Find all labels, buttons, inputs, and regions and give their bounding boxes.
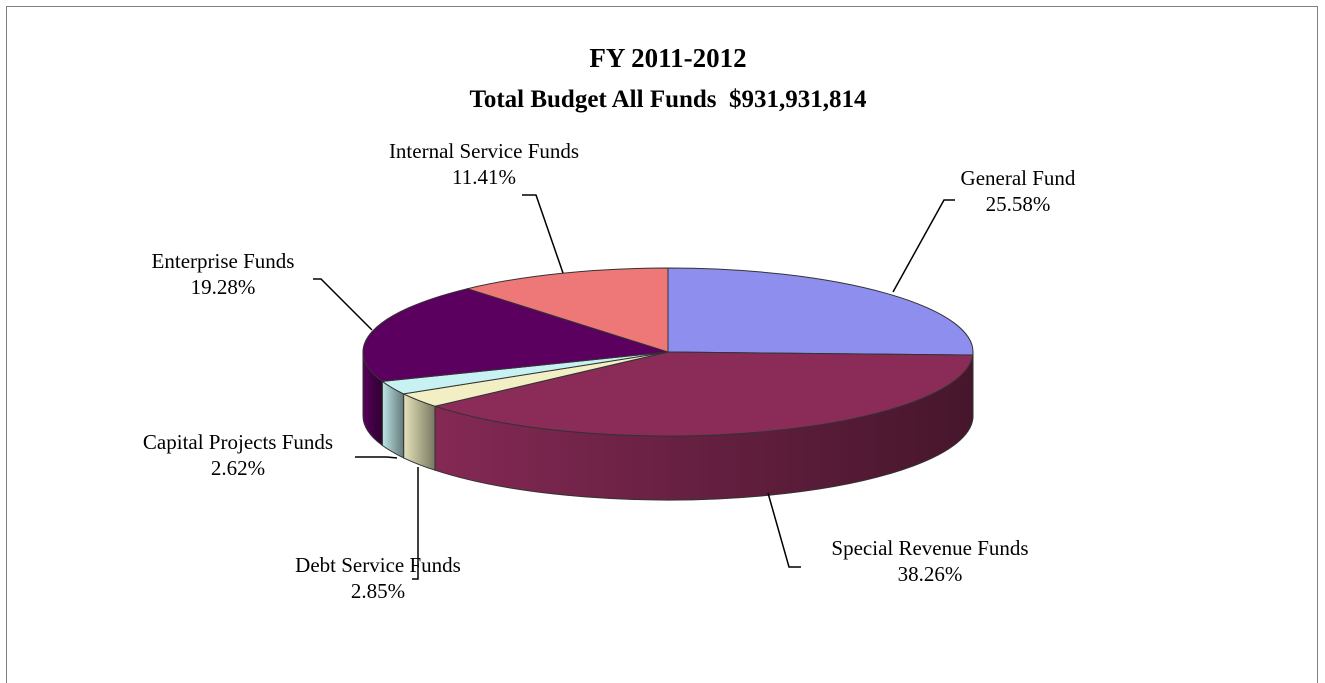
leader-enterprise-funds [313, 278, 373, 331]
leader-debt-service-funds [412, 467, 419, 580]
slice-special-revenue-funds [433, 351, 974, 437]
leader-general-fund [892, 199, 955, 293]
leader-lines [313, 194, 955, 580]
pie-sides [362, 351, 974, 501]
label-enterprise-funds: Enterprise Funds [152, 249, 295, 273]
pie-tops [362, 267, 974, 437]
chart-subtitle: Total Budget All Funds $931,931,814 [469, 86, 867, 113]
leader-special-revenue-funds [767, 492, 801, 568]
slice-side-debt-service-funds [403, 393, 436, 471]
leader-internal-service-funds [522, 194, 564, 274]
label-capital-projects-funds: Capital Projects Funds [143, 430, 333, 454]
value-enterprise-funds: 19.28% [191, 275, 256, 299]
value-general-fund: 25.58% [986, 192, 1051, 216]
value-special-revenue-funds: 38.26% [898, 562, 963, 586]
chart-title: FY 2011-2012 [589, 43, 746, 73]
value-capital-projects-funds: 2.62% [211, 456, 265, 480]
slice-internal-service-funds [465, 267, 669, 353]
slice-enterprise-funds [362, 288, 669, 382]
value-internal-service-funds: 11.41% [452, 165, 516, 189]
label-debt-service-funds: Debt Service Funds [295, 553, 461, 577]
value-debt-service-funds: 2.85% [351, 579, 405, 603]
label-internal-service-funds: Internal Service Funds [389, 139, 579, 163]
label-general-fund: General Fund [961, 166, 1076, 190]
label-special-revenue-funds: Special Revenue Funds [831, 536, 1028, 560]
slice-general-fund [667, 267, 974, 356]
leader-capital-projects-funds [355, 456, 398, 459]
